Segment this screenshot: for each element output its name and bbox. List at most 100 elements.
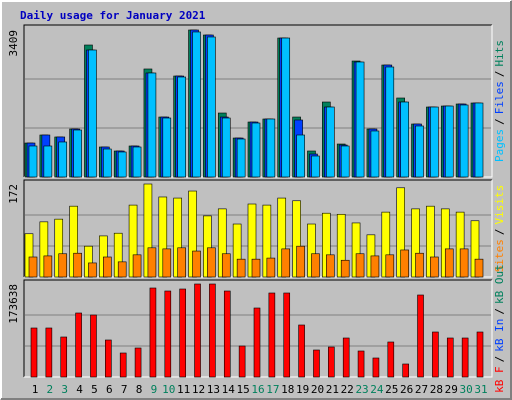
x-tick-label: 16 — [251, 383, 264, 396]
bar — [268, 292, 276, 378]
legend-entry: kB F — [493, 366, 506, 393]
chart-title: Daily usage for January 2021 — [20, 9, 206, 22]
bar — [461, 337, 469, 378]
x-tick-label: 5 — [91, 383, 98, 396]
bar — [209, 283, 216, 378]
bar — [400, 249, 409, 278]
legend-entry: Hits — [493, 40, 506, 67]
bar — [430, 106, 439, 178]
bar — [328, 346, 335, 378]
legend-separator: / — [493, 356, 506, 363]
bar — [58, 253, 68, 278]
bar — [446, 337, 454, 378]
bar — [476, 331, 484, 378]
bar — [30, 327, 38, 378]
legend-entry: Visits — [493, 185, 506, 225]
bar — [326, 254, 335, 278]
bar — [134, 347, 142, 378]
legend: Sites / Visits — [493, 185, 506, 273]
bar — [415, 125, 424, 178]
bar — [164, 290, 172, 378]
x-tick-label: 28 — [430, 383, 443, 396]
bar — [88, 262, 97, 278]
bar — [132, 146, 142, 178]
bar — [45, 327, 53, 378]
bar — [28, 256, 38, 278]
bar — [340, 259, 350, 278]
bar — [266, 118, 276, 178]
y-tick-label: 3409 — [7, 30, 20, 57]
bar — [253, 307, 261, 378]
x-tick-label: 10 — [162, 383, 175, 396]
bar — [43, 255, 53, 278]
bar — [117, 261, 127, 278]
bar — [281, 37, 291, 178]
bar — [370, 130, 380, 178]
bar — [251, 122, 261, 178]
bar — [266, 257, 276, 278]
y-tick-label: 172 — [7, 184, 20, 204]
x-tick-label: 30 — [460, 383, 473, 396]
x-tick-label: 20 — [311, 383, 324, 396]
bar — [75, 312, 82, 378]
bar — [88, 49, 97, 178]
bar — [326, 106, 335, 178]
x-tick-label: 27 — [415, 383, 428, 396]
bar — [459, 104, 469, 178]
bar — [162, 248, 172, 278]
y-tick-label: 173638 — [7, 284, 20, 324]
legend-separator: / — [493, 118, 506, 125]
bar — [311, 155, 320, 178]
x-tick-label: 8 — [136, 383, 143, 396]
panel-edge-dark — [23, 179, 492, 277]
x-tick-label: 6 — [106, 383, 113, 396]
x-tick-label: 11 — [177, 383, 190, 396]
bar — [132, 254, 142, 278]
bar — [179, 288, 186, 378]
bar — [370, 255, 380, 278]
bar — [194, 283, 201, 378]
bar — [207, 247, 216, 278]
bar — [60, 336, 68, 378]
bar — [28, 145, 38, 178]
bar — [221, 253, 231, 278]
bar — [430, 256, 439, 278]
bar — [223, 290, 231, 378]
legend-entry: Pages — [493, 129, 506, 162]
bar — [177, 247, 186, 278]
bar — [43, 145, 53, 178]
bar — [103, 148, 112, 178]
bar — [372, 357, 380, 378]
bar — [73, 252, 82, 278]
x-tick-label: 19 — [296, 383, 309, 396]
bar — [385, 66, 395, 178]
bar — [192, 31, 201, 178]
bar — [415, 252, 424, 278]
x-tick-label: 12 — [192, 383, 205, 396]
bar — [221, 117, 231, 178]
x-tick-label: 2 — [47, 383, 54, 396]
legend-entry: Sites — [493, 239, 506, 272]
bar — [387, 341, 395, 378]
bar — [296, 134, 305, 178]
panel-edge-dark — [23, 279, 492, 377]
legend-separator: / — [493, 308, 506, 315]
legend: Pages / Files / Hits — [493, 40, 506, 162]
x-tick-label: 4 — [76, 383, 83, 396]
bar — [177, 76, 186, 178]
bar — [73, 129, 82, 178]
bar — [311, 253, 320, 278]
bar — [402, 363, 409, 378]
bar — [296, 245, 305, 278]
x-tick-label: 9 — [151, 383, 158, 396]
x-tick-label: 29 — [445, 383, 458, 396]
legend-entry: kB Out — [493, 264, 506, 304]
x-tick-label: 24 — [370, 383, 384, 396]
legend-entry: kB In — [493, 319, 506, 352]
bar — [147, 72, 157, 178]
bar — [283, 292, 291, 378]
